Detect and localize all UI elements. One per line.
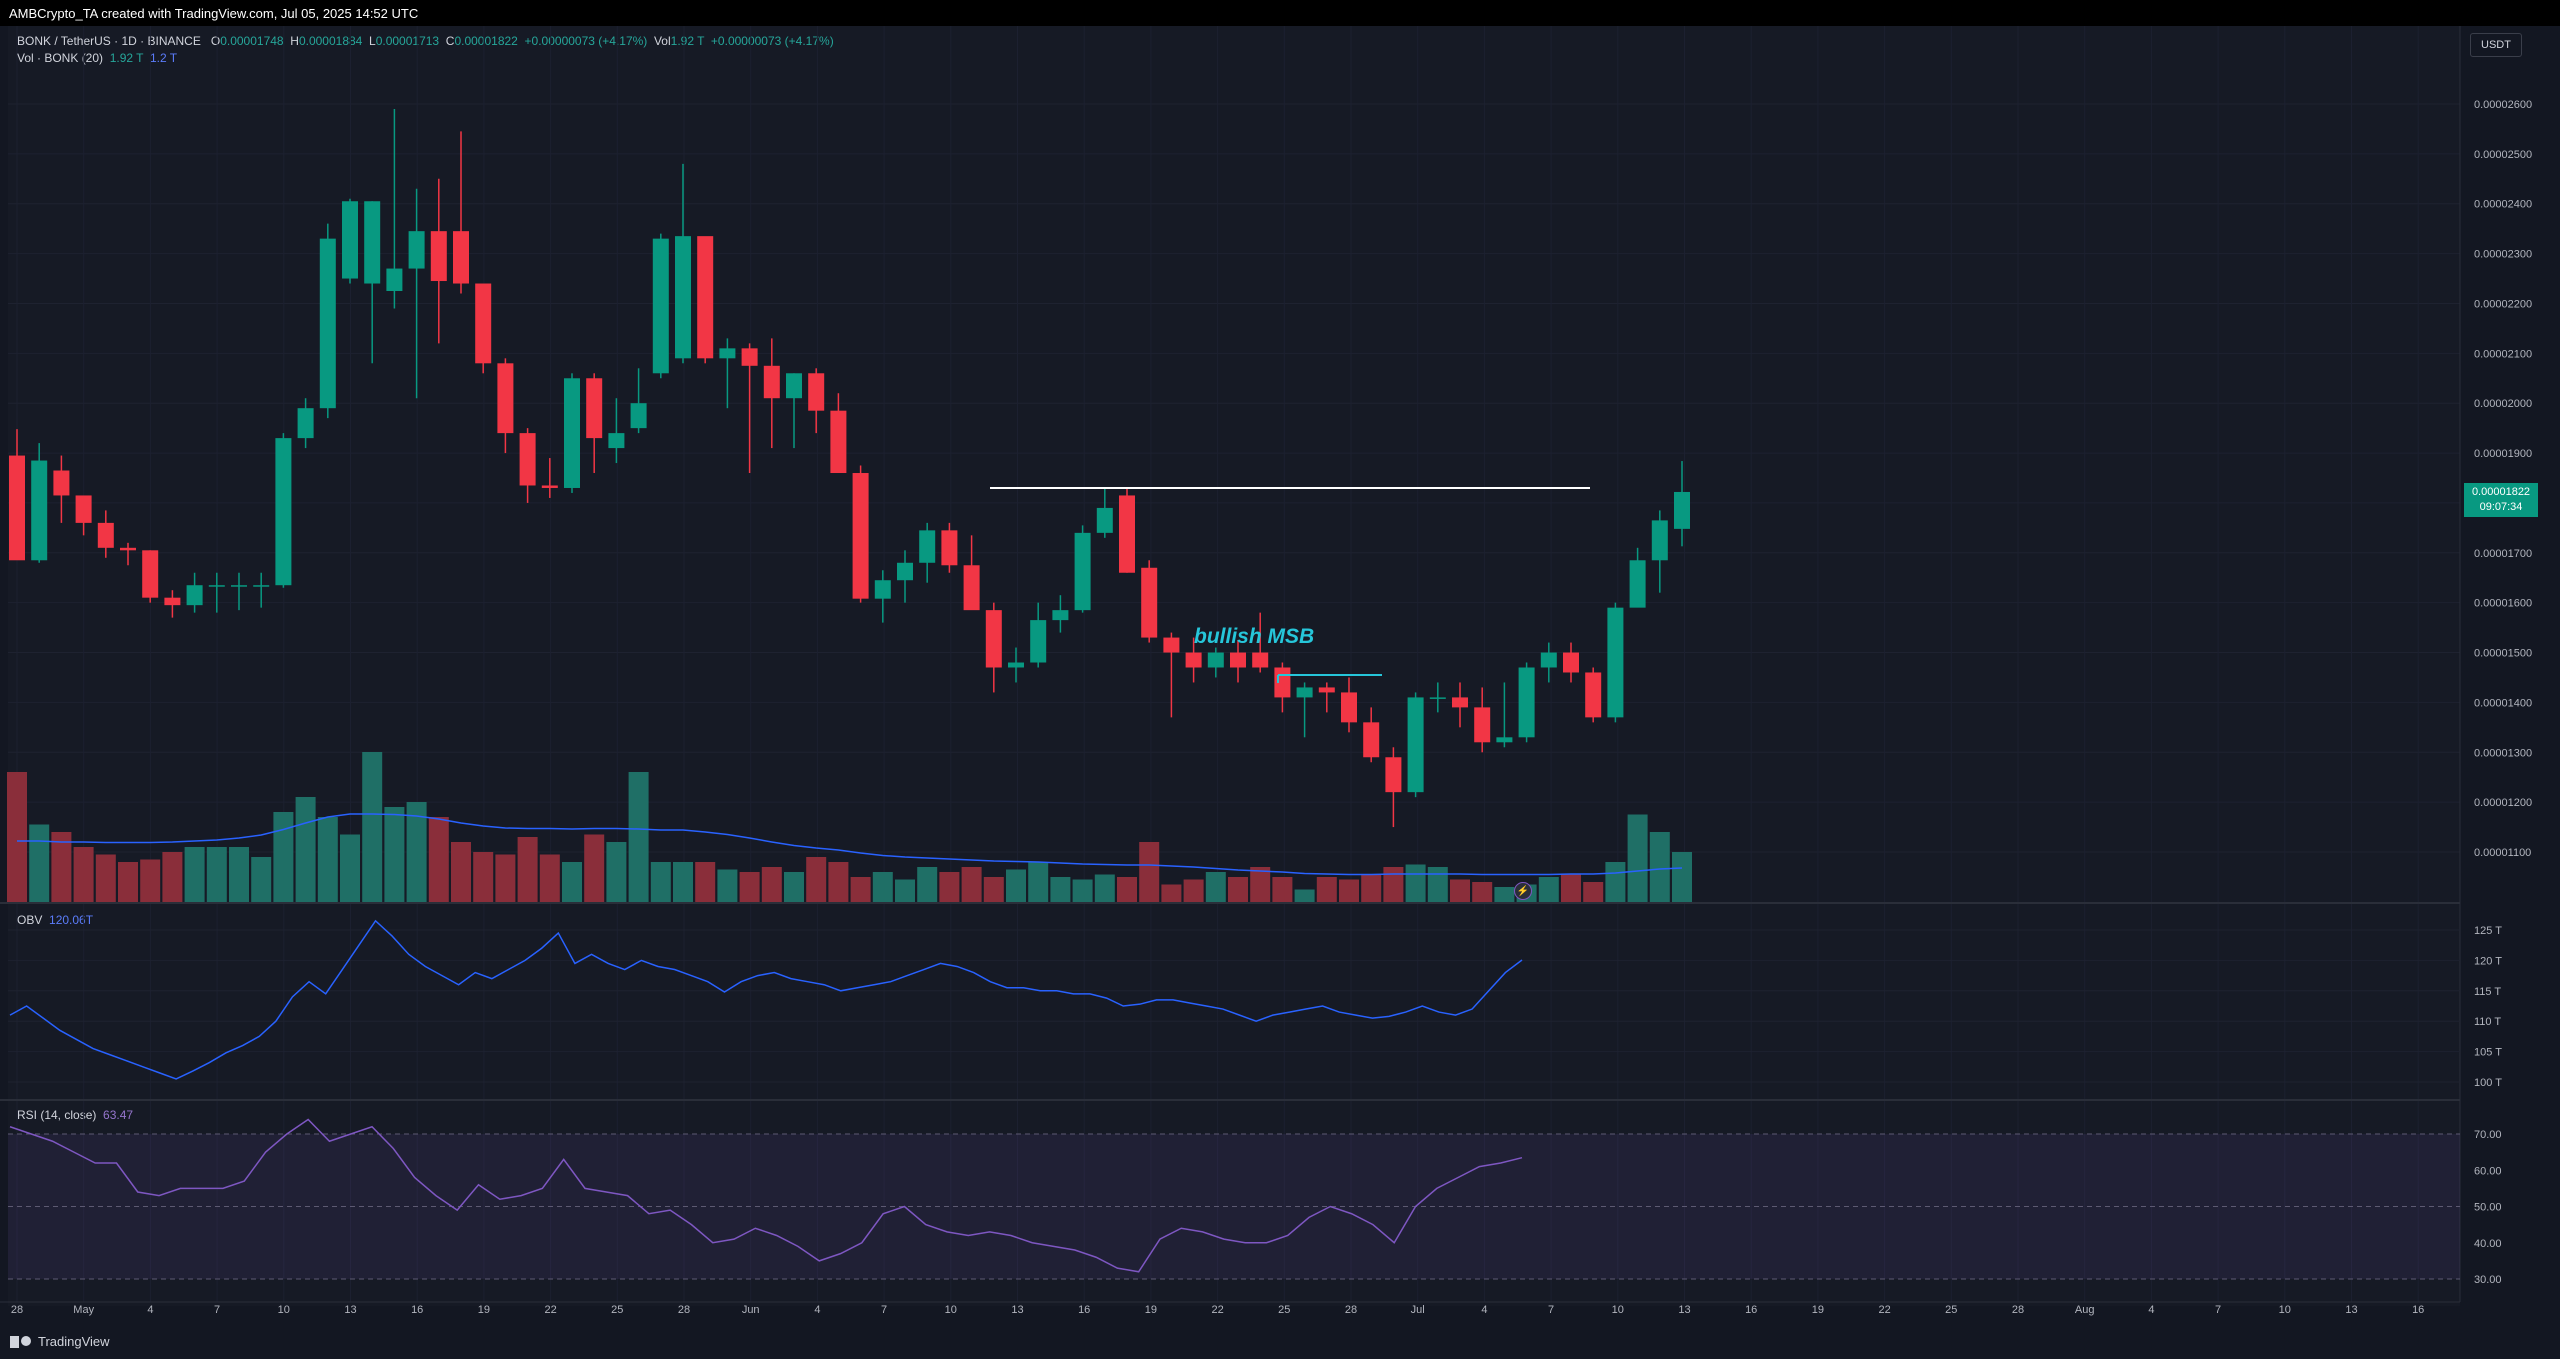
price-axis-label: 0.00002300 xyxy=(2474,249,2532,261)
obv-legend: OBV 120.06T xyxy=(17,913,93,927)
rsi-axis-label: 40.00 xyxy=(2474,1238,2502,1250)
price-axis-label: 0.00002500 xyxy=(2474,149,2532,161)
tradingview-logo-icon xyxy=(10,1335,32,1348)
lightning-icon[interactable]: ⚡ xyxy=(1514,882,1532,900)
close-value: 0.00001822 xyxy=(454,34,518,48)
obv-axis-label: 115 T xyxy=(2474,986,2501,998)
rsi-axis-label: 70.00 xyxy=(2474,1129,2502,1141)
attribution-text: AMBCrypto_TA created with TradingView.co… xyxy=(9,6,419,21)
high-label: H xyxy=(290,34,299,48)
price-axis-label: 0.00001700 xyxy=(2474,548,2532,560)
countdown: 09:07:34 xyxy=(2479,501,2523,513)
change-value: +0.00000073 (+4.17%) xyxy=(524,34,648,48)
rsi-legend: RSI (14, close) 63.47 xyxy=(17,1108,133,1122)
vol-label: Vol xyxy=(653,34,671,48)
volume-legend: Vol · BONK (20) 1.92 T 1.2 T xyxy=(17,51,177,65)
chart-area[interactable] xyxy=(8,26,2460,1306)
tradingview-logo[interactable]: TradingView xyxy=(10,1334,110,1349)
vol-value: 1.92 T xyxy=(670,34,705,48)
last-price-tag: 0.00001822 09:07:34 xyxy=(2464,483,2538,517)
rsi-axis-label: 50.00 xyxy=(2474,1202,2502,1214)
price-axis-label: 0.00001300 xyxy=(2474,747,2532,759)
price-axis-label: 0.00001900 xyxy=(2474,448,2532,460)
rsi-value: 63.47 xyxy=(103,1108,134,1122)
open-label: O xyxy=(210,34,221,48)
symbol-name: BONK / TetherUS · 1D · BINANCE xyxy=(17,34,201,48)
obv-axis-label: 120 T xyxy=(2474,955,2502,967)
obv-axis-label: 110 T xyxy=(2474,1016,2501,1028)
vol-study-now: 1.92 T xyxy=(109,51,144,65)
rsi-axis-label: 30.00 xyxy=(2474,1274,2502,1286)
open-value: 0.00001748 xyxy=(220,34,284,48)
price-axis-label: 0.00002400 xyxy=(2474,199,2532,211)
obv-axis-label: 100 T xyxy=(2474,1077,2502,1089)
obv-axis-label: 125 T xyxy=(2474,925,2502,937)
price-axis-label: 0.00001400 xyxy=(2474,697,2532,709)
rsi-label: RSI (14, close) xyxy=(17,1108,97,1122)
low-label: L xyxy=(369,34,376,48)
change-value-repeat: +0.00000073 (+4.17%) xyxy=(710,34,834,48)
price-axis-label: 0.00002200 xyxy=(2474,298,2532,310)
obv-label: OBV xyxy=(17,913,43,927)
last-price: 0.00001822 xyxy=(2471,486,2531,498)
price-axis-label: 0.00002000 xyxy=(2474,398,2532,410)
attribution-bar: AMBCrypto_TA created with TradingView.co… xyxy=(0,0,2560,26)
price-axis-label: 0.00002600 xyxy=(2474,99,2532,111)
price-axis-label: 0.00001100 xyxy=(2474,847,2531,859)
low-value: 0.00001713 xyxy=(375,34,440,48)
vol-study-ma: 1.2 T xyxy=(149,51,178,65)
price-axis-label: 0.00001500 xyxy=(2474,648,2532,660)
price-axis-label: 0.00001600 xyxy=(2474,598,2532,610)
currency-button[interactable]: USDT xyxy=(2470,33,2522,57)
obv-value: 120.06T xyxy=(49,913,94,927)
obv-axis-label: 105 T xyxy=(2474,1047,2502,1059)
high-value: 0.00001884 xyxy=(298,34,363,48)
price-axis-label: 0.00001200 xyxy=(2474,797,2532,809)
symbol-legend: BONK / TetherUS · 1D · BINANCE O0.000017… xyxy=(17,34,834,48)
rsi-axis-label: 60.00 xyxy=(2474,1165,2502,1177)
price-axis-label: 0.00002100 xyxy=(2474,348,2532,360)
close-label: C xyxy=(445,34,455,48)
vol-study-label: Vol · BONK (20) xyxy=(17,51,104,65)
tradingview-brand-text: TradingView xyxy=(38,1334,110,1349)
